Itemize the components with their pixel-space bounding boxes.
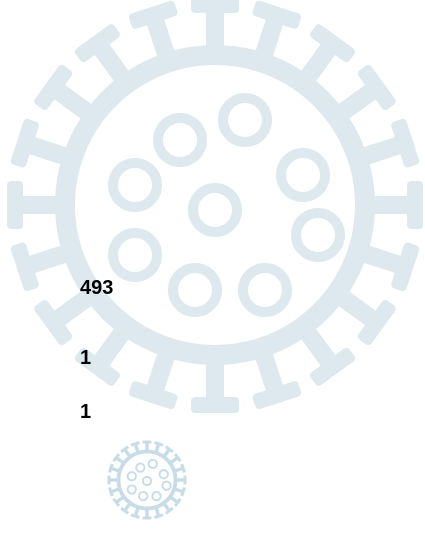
virus-ring [223,98,267,142]
small-virus [107,440,186,519]
spike-stem [109,478,119,481]
virus-ring [162,482,170,490]
virus-ring [296,213,340,257]
virus-ring [243,268,287,312]
spike-stem [145,442,148,452]
virus-ring [128,472,136,480]
virus-ring [128,485,136,493]
virus-ring [136,463,144,471]
virus-ring [160,470,168,478]
count-text: 493 [80,276,113,300]
count-text: 1 [80,400,91,424]
page: 493 1 1 (() => { const data = JSON.parse… [0,0,425,540]
count-text: 1 [80,346,91,370]
spike-head [7,181,23,229]
spike-head [107,475,110,484]
large-virus [7,0,423,413]
spike-stem [175,478,185,481]
spike-stem [17,196,69,214]
spike-head [142,440,151,443]
spike-head [191,0,239,13]
spike-stem [145,508,148,518]
spike-head [142,516,151,519]
virus-ring [281,153,325,197]
virus-body [119,452,176,509]
virus-ring [152,492,160,500]
virus-body [65,55,365,355]
virus-ring [193,188,237,232]
spike-stem [206,351,224,403]
spike-stem [206,7,224,59]
virus-ring [149,460,157,468]
virus-ring [143,477,151,485]
spike-head [191,397,239,413]
virus-illustration [0,0,425,540]
virus-ring [139,492,147,500]
virus-ring [113,233,157,277]
spike-head [407,181,423,229]
virus-ring [158,118,202,162]
spike-head [183,475,186,484]
spike-stem [361,196,413,214]
virus-ring [173,268,217,312]
virus-ring [113,163,157,207]
